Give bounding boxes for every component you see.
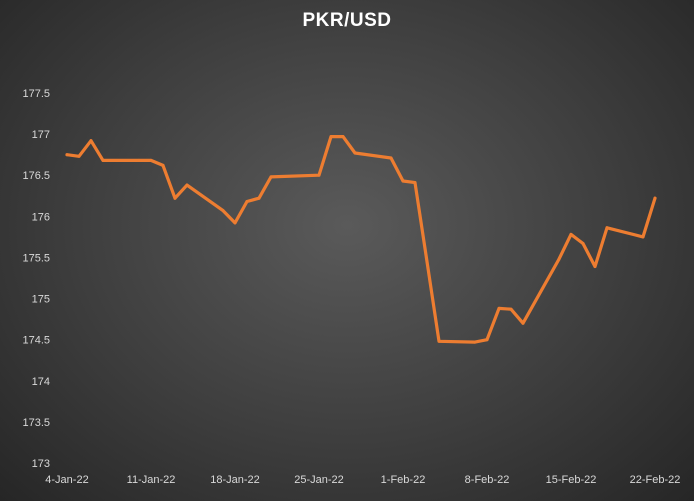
x-tick-label: 1-Feb-22: [381, 474, 426, 486]
y-tick-label: 177: [32, 129, 50, 141]
data-point: [317, 173, 321, 177]
data-point: [353, 151, 357, 155]
data-point: [569, 232, 573, 236]
data-point: [137, 158, 141, 162]
data-point: [581, 242, 585, 245]
data-point: [341, 135, 345, 139]
y-tick-label: 175.5: [22, 252, 50, 264]
x-tick-label: 4-Jan-22: [45, 474, 88, 486]
y-axis: 173 173.5 174 174.5 175 175.5 176 176.5 177 177.5: [22, 88, 50, 470]
y-tick-label: 177.5: [22, 88, 50, 100]
data-point: [413, 181, 417, 185]
data-point: [149, 158, 153, 162]
data-point: [401, 179, 405, 183]
data-point: [389, 156, 393, 160]
data-point: [557, 257, 561, 261]
data-point: [593, 265, 597, 268]
data-point: [257, 196, 261, 200]
data-point: [233, 221, 237, 225]
x-tick-label: 15-Feb-22: [546, 474, 597, 486]
y-tick-label: 175: [32, 294, 50, 306]
x-tick-label: 18-Jan-22: [210, 474, 260, 486]
x-tick-label: 22-Feb-22: [630, 474, 681, 486]
data-point: [653, 196, 657, 200]
data-point: [89, 139, 93, 143]
data-point: [437, 339, 441, 343]
x-tick-label: 25-Jan-22: [294, 474, 344, 486]
data-point: [77, 154, 81, 158]
series-line: [65, 135, 657, 344]
chart-title: PKR/USD: [302, 10, 392, 31]
data-point: [329, 135, 333, 139]
data-point: [473, 340, 477, 344]
y-tick-label: 174.5: [22, 335, 50, 347]
data-point: [269, 175, 273, 179]
y-tick-label: 176.5: [22, 170, 50, 182]
data-point: [509, 307, 513, 311]
data-point: [161, 163, 165, 167]
y-tick-label: 176: [32, 211, 50, 223]
series-layer: [65, 135, 657, 344]
data-point: [65, 153, 69, 157]
data-point: [101, 158, 105, 162]
data-point: [521, 321, 525, 325]
data-point: [425, 260, 429, 264]
x-tick-label: 8-Feb-22: [465, 474, 510, 486]
data-point: [173, 196, 177, 200]
x-tick-label: 11-Jan-22: [127, 474, 176, 486]
y-tick-label: 174: [32, 376, 50, 388]
data-point: [497, 306, 501, 310]
data-point: [605, 226, 609, 230]
data-point: [641, 235, 645, 239]
y-tick-label: 173: [32, 458, 50, 470]
x-axis: 4-Jan-22 11-Jan-22 18-Jan-22 25-Jan-22 1-Feb…: [45, 474, 680, 486]
data-point: [485, 338, 489, 342]
data-point: [185, 183, 189, 187]
y-tick-label: 173.5: [22, 417, 50, 429]
data-point: [221, 209, 225, 213]
data-point: [245, 200, 249, 203]
